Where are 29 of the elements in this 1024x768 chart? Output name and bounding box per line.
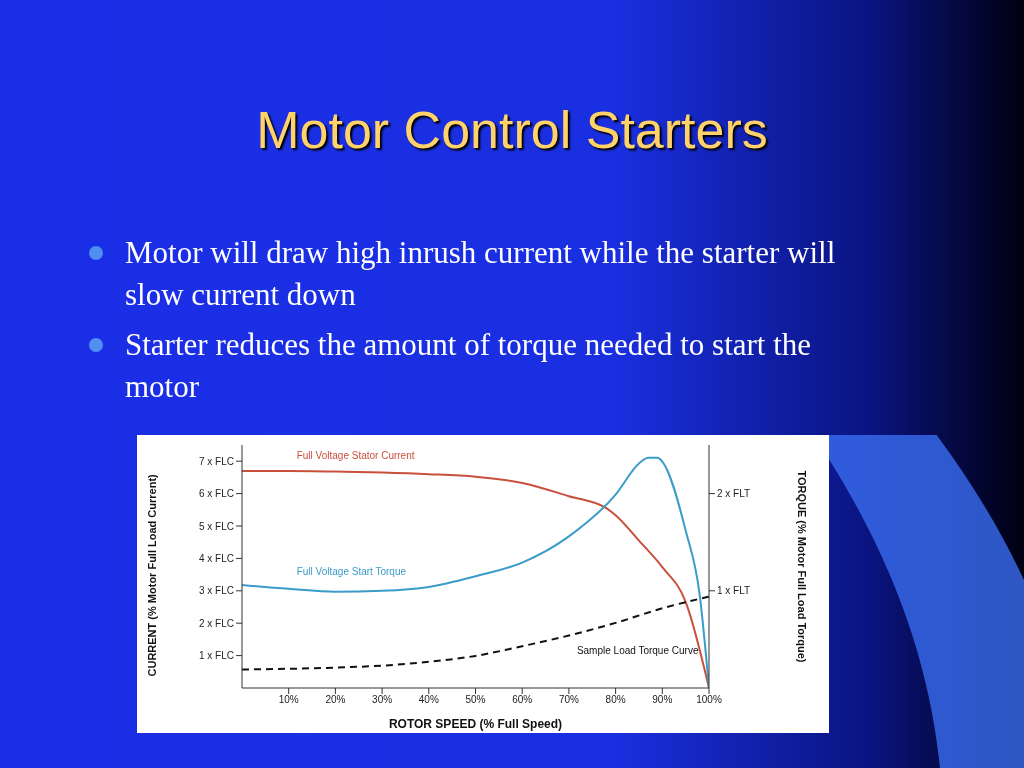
y-tick-label: 4 x FLC (198, 552, 234, 564)
y-axis-title: CURRENT (% Motor Full Load Current) (145, 473, 158, 677)
y-tick-label: 2 x FLC (198, 617, 234, 629)
series-label: Sample Load Torque Curve (576, 644, 699, 656)
x-tick-label: 80% (605, 694, 626, 706)
x-tick-label: 20% (325, 694, 346, 706)
y-tick-label: 3 x FLC (198, 585, 234, 597)
x-tick-label: 60% (512, 694, 533, 706)
y2-axis-title: TORQUE (% Motor Full Load Torque) (796, 470, 808, 663)
y2-tick-label: 1 x FLT (717, 585, 751, 597)
line-series (242, 595, 709, 671)
series-label: Full Voltage Start Torque (296, 565, 407, 577)
x-tick-label: 100% (696, 694, 722, 706)
x-tick-label: 50% (465, 694, 486, 706)
y2-tick-label: 2 x FLT (717, 488, 751, 500)
y-tick-label: 6 x FLC (198, 488, 234, 500)
chart-title: Motor Control Starters (255, 100, 769, 160)
x-tick-label: 40% (418, 694, 439, 706)
x-tick-label: 70% (558, 694, 580, 706)
text: Motor will draw high inrush current while the starter will slow current down (125, 234, 837, 314)
x-tick-label: 10% (278, 694, 299, 706)
x-axis-title: ROTOR SPEED (% Full Speed) (388, 717, 563, 731)
text: Starter reduces the amount of torque needed to start the motor (125, 326, 813, 406)
y-tick-label: 7 x FLC (198, 455, 234, 467)
series-label: Full Voltage Stator Current (296, 449, 415, 461)
y-tick-label: 1 x FLC (198, 650, 234, 662)
x-tick-label: 90% (652, 694, 673, 706)
x-tick-label: 30% (372, 694, 393, 706)
y-tick-label: 5 x FLC (198, 520, 234, 532)
